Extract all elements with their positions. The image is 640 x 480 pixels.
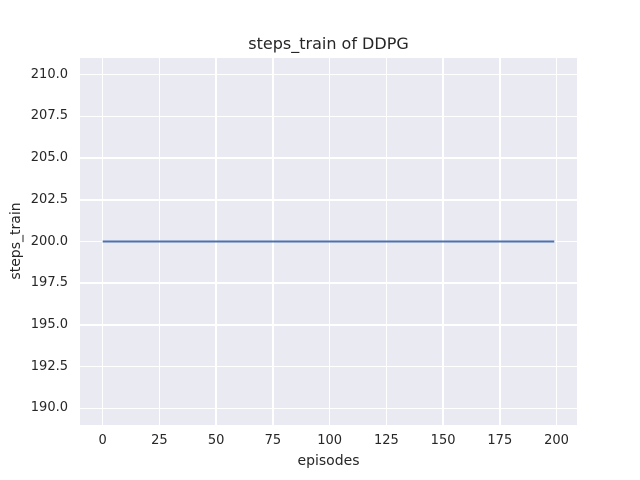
gridline-horizontal [80, 282, 577, 284]
y-tick-label: 192.5 [30, 358, 68, 374]
y-tick-label: 197.5 [30, 275, 68, 291]
y-axis-label-text: steps_train [8, 202, 24, 280]
y-tick-label: 210.0 [30, 66, 68, 82]
x-tick-label: 50 [207, 433, 225, 448]
x-tick-label: 25 [151, 433, 168, 448]
x-tick-label: 150 [430, 433, 456, 448]
gridline-horizontal [80, 115, 577, 118]
gridline-horizontal [80, 324, 577, 326]
line-series-layer [102, 240, 555, 243]
x-tick-label: 200 [544, 433, 569, 448]
plot-area [80, 58, 577, 425]
y-tick-label: 190.0 [30, 400, 68, 416]
y-tick-label: 195.0 [30, 316, 68, 332]
gridline-horizontal [80, 407, 577, 410]
y-tick-label: 202.5 [30, 191, 68, 207]
x-tick-label: 175 [487, 433, 513, 448]
gridline-horizontal [80, 365, 577, 368]
y-tick-label: 205.0 [30, 150, 68, 166]
gridline-horizontal [80, 73, 577, 76]
chart-title: steps_train of DDPG [248, 34, 409, 53]
x-axis-label: episodes [297, 453, 360, 469]
x-tick-label: 125 [373, 433, 399, 448]
gridline-horizontal [80, 199, 577, 201]
x-tick-label: 75 [264, 433, 282, 448]
y-tick-label: 200.0 [30, 233, 68, 249]
gridline-horizontal [80, 157, 577, 159]
x-tick-label: 0 [98, 433, 107, 448]
x-tick-label: 100 [317, 433, 343, 448]
y-tick-label: 207.5 [30, 108, 68, 124]
